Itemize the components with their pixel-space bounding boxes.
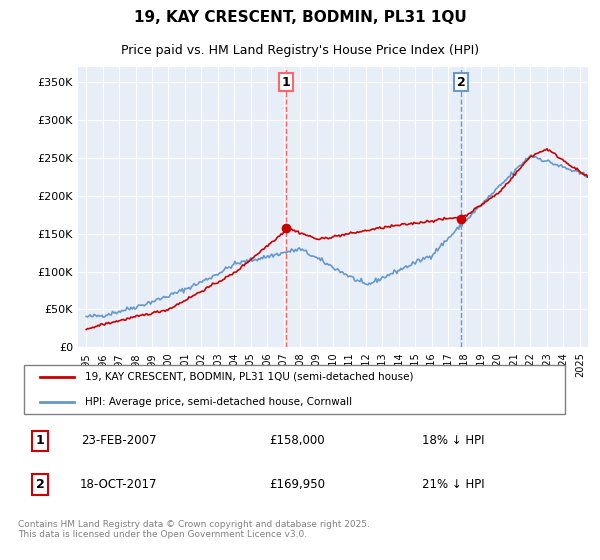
- Text: 2: 2: [36, 478, 44, 491]
- Text: 1: 1: [282, 76, 290, 88]
- Text: 21% ↓ HPI: 21% ↓ HPI: [422, 478, 485, 491]
- Text: £169,950: £169,950: [269, 478, 325, 491]
- Text: HPI: Average price, semi-detached house, Cornwall: HPI: Average price, semi-detached house,…: [85, 396, 352, 407]
- Text: £158,000: £158,000: [269, 435, 325, 447]
- Text: Contains HM Land Registry data © Crown copyright and database right 2025.
This d: Contains HM Land Registry data © Crown c…: [18, 520, 370, 539]
- Text: 19, KAY CRESCENT, BODMIN, PL31 1QU: 19, KAY CRESCENT, BODMIN, PL31 1QU: [134, 10, 466, 25]
- Text: 23-FEB-2007: 23-FEB-2007: [80, 435, 156, 447]
- Text: 19, KAY CRESCENT, BODMIN, PL31 1QU (semi-detached house): 19, KAY CRESCENT, BODMIN, PL31 1QU (semi…: [85, 372, 413, 382]
- Text: 18% ↓ HPI: 18% ↓ HPI: [422, 435, 484, 447]
- Text: 1: 1: [36, 435, 44, 447]
- FancyBboxPatch shape: [23, 365, 565, 414]
- Text: 2: 2: [457, 76, 466, 88]
- Text: 18-OCT-2017: 18-OCT-2017: [80, 478, 157, 491]
- Text: Price paid vs. HM Land Registry's House Price Index (HPI): Price paid vs. HM Land Registry's House …: [121, 44, 479, 57]
